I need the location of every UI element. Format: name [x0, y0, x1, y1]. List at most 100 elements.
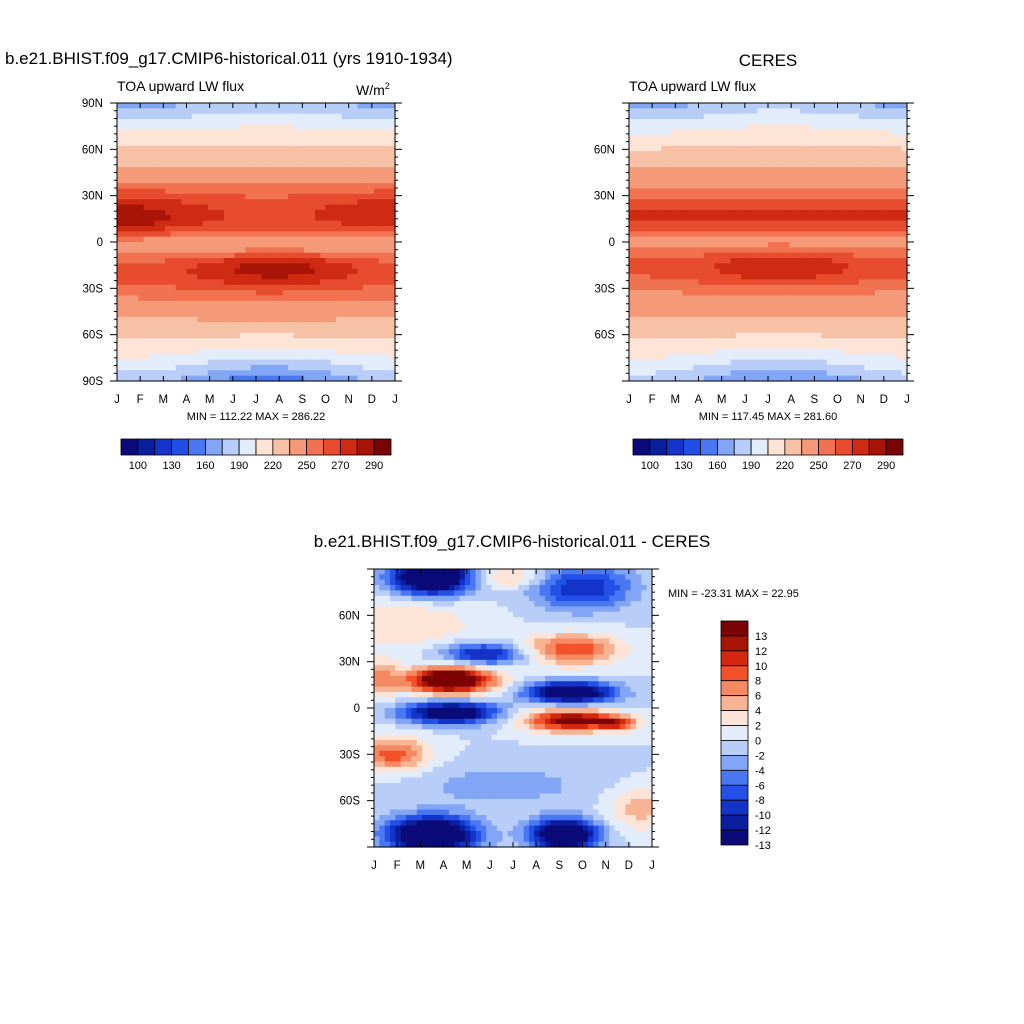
model-contour-cell	[256, 119, 262, 125]
ceres-contour-cell	[757, 183, 764, 190]
model-contour-cell	[186, 113, 193, 120]
model-contour-cell	[389, 300, 396, 307]
ceres-contour-cell	[757, 300, 764, 307]
ceres-contour-cell	[735, 284, 742, 291]
ceres-contour-cell	[730, 274, 737, 281]
ceres-contour-cell	[784, 199, 790, 206]
model-contour-cell	[266, 348, 273, 355]
ceres-contour-cell	[645, 225, 651, 232]
model-contour-cell	[165, 343, 172, 350]
ceres-contour-cell	[735, 172, 742, 179]
model-contour-cell	[181, 103, 188, 109]
model-contour-cell	[341, 258, 348, 264]
ceres-contour-cell	[842, 151, 849, 158]
model-contour-cell	[213, 161, 220, 168]
ceres-contour-cell	[768, 145, 774, 152]
model-contour-cell	[357, 242, 364, 248]
model-contour-cell	[357, 140, 364, 147]
ceres-contour-cell	[687, 242, 694, 248]
model-contour-cell	[341, 172, 348, 179]
ceres-contour-cell	[682, 274, 689, 281]
ceres-contour-cell	[661, 119, 668, 125]
ceres-contour-cell	[864, 204, 871, 211]
model-contour-cell	[277, 220, 284, 227]
model-contour-cell	[159, 300, 166, 307]
ceres-contour-cell	[778, 172, 785, 179]
ceres-contour-cell	[698, 242, 705, 248]
model-contour-cell	[197, 156, 204, 163]
ceres-contour-cell	[650, 311, 657, 318]
model-contour-cell	[325, 300, 332, 307]
ceres-contour-cell	[826, 145, 833, 152]
model-contour-cell	[127, 161, 134, 168]
model-contour-cell	[346, 316, 353, 323]
model-contour-cell	[384, 258, 391, 264]
model-contour-cell	[261, 364, 268, 371]
model-contour-cell	[378, 225, 385, 232]
ceres-contour-cell	[869, 161, 876, 168]
ceres-contour-cell	[768, 167, 774, 174]
ceres-contour-cell	[826, 236, 833, 243]
model-contour-cell	[143, 177, 150, 184]
ceres-contour-cell	[693, 151, 700, 158]
model-contour-cell	[288, 220, 295, 227]
ceres-contour-cell	[810, 204, 817, 211]
model-contour-cell	[346, 177, 353, 184]
ceres-contour-cell	[864, 209, 871, 216]
ceres-contour-cell	[634, 199, 641, 206]
model-contour-cell	[218, 370, 225, 377]
model-contour-cell	[389, 236, 396, 243]
model-contour-cell	[159, 177, 166, 184]
ceres-contour-cell	[719, 161, 726, 168]
ceres-contour-cell	[810, 193, 817, 200]
model-contour-cell	[357, 183, 364, 190]
ceres-contour-cell	[730, 209, 737, 216]
ceres-contour-cell	[762, 268, 769, 275]
ceres-contour-cell	[757, 124, 764, 131]
ceres-contour-cell	[826, 258, 833, 264]
ceres-contour-cell	[848, 119, 855, 125]
ceres-contour-cell	[762, 145, 769, 152]
model-contour-cell	[165, 306, 172, 313]
ceres-contour-cell	[751, 252, 758, 259]
model-contour-cell	[293, 231, 300, 238]
ceres-contour-cell	[789, 236, 796, 243]
model-contour-cell	[261, 343, 268, 350]
ceres-contour-cell	[805, 300, 812, 307]
model-contour-cell	[341, 284, 348, 291]
model-contour-cell	[127, 290, 134, 297]
ceres-contour-cell	[826, 209, 833, 216]
model-contour-cell	[304, 370, 311, 377]
model-contour-cell	[213, 322, 220, 329]
model-contour-cell	[165, 236, 172, 243]
ceres-contour-cell	[768, 215, 774, 222]
ceres-contour-cell	[821, 215, 828, 222]
ceres-contour-cell	[901, 263, 908, 270]
model-contour-cell	[170, 348, 177, 355]
ceres-contour-cell	[789, 215, 796, 222]
model-contour-cell	[309, 274, 316, 281]
ceres-contour-cell	[661, 252, 668, 259]
model-contour-cell	[277, 258, 284, 264]
ceres-contour-cell	[789, 247, 796, 254]
model-contour-cell	[234, 204, 241, 211]
model-contour-cell	[170, 343, 177, 350]
ceres-contour-cell	[853, 103, 860, 109]
ceres-contour-cell	[826, 124, 833, 131]
model-contour-cell	[272, 225, 278, 232]
model-contour-cell	[309, 183, 316, 190]
model-contour-cell	[336, 316, 343, 323]
ceres-contour-cell	[869, 183, 876, 190]
ceres-contour-cell	[773, 300, 780, 307]
ceres-contour-cell	[832, 236, 839, 243]
ceres-contour-cell	[805, 151, 812, 158]
model-contour-cell	[384, 183, 391, 190]
ceres-contour-cell	[634, 225, 641, 232]
model-contour-cell	[304, 263, 311, 270]
model-contour-cell	[346, 140, 353, 147]
model-contour-cell	[272, 327, 278, 334]
model-contour-cell	[330, 209, 337, 216]
model-contour-cell	[218, 188, 225, 195]
model-contour-cell	[277, 209, 284, 216]
model-contour-cell	[266, 231, 273, 238]
